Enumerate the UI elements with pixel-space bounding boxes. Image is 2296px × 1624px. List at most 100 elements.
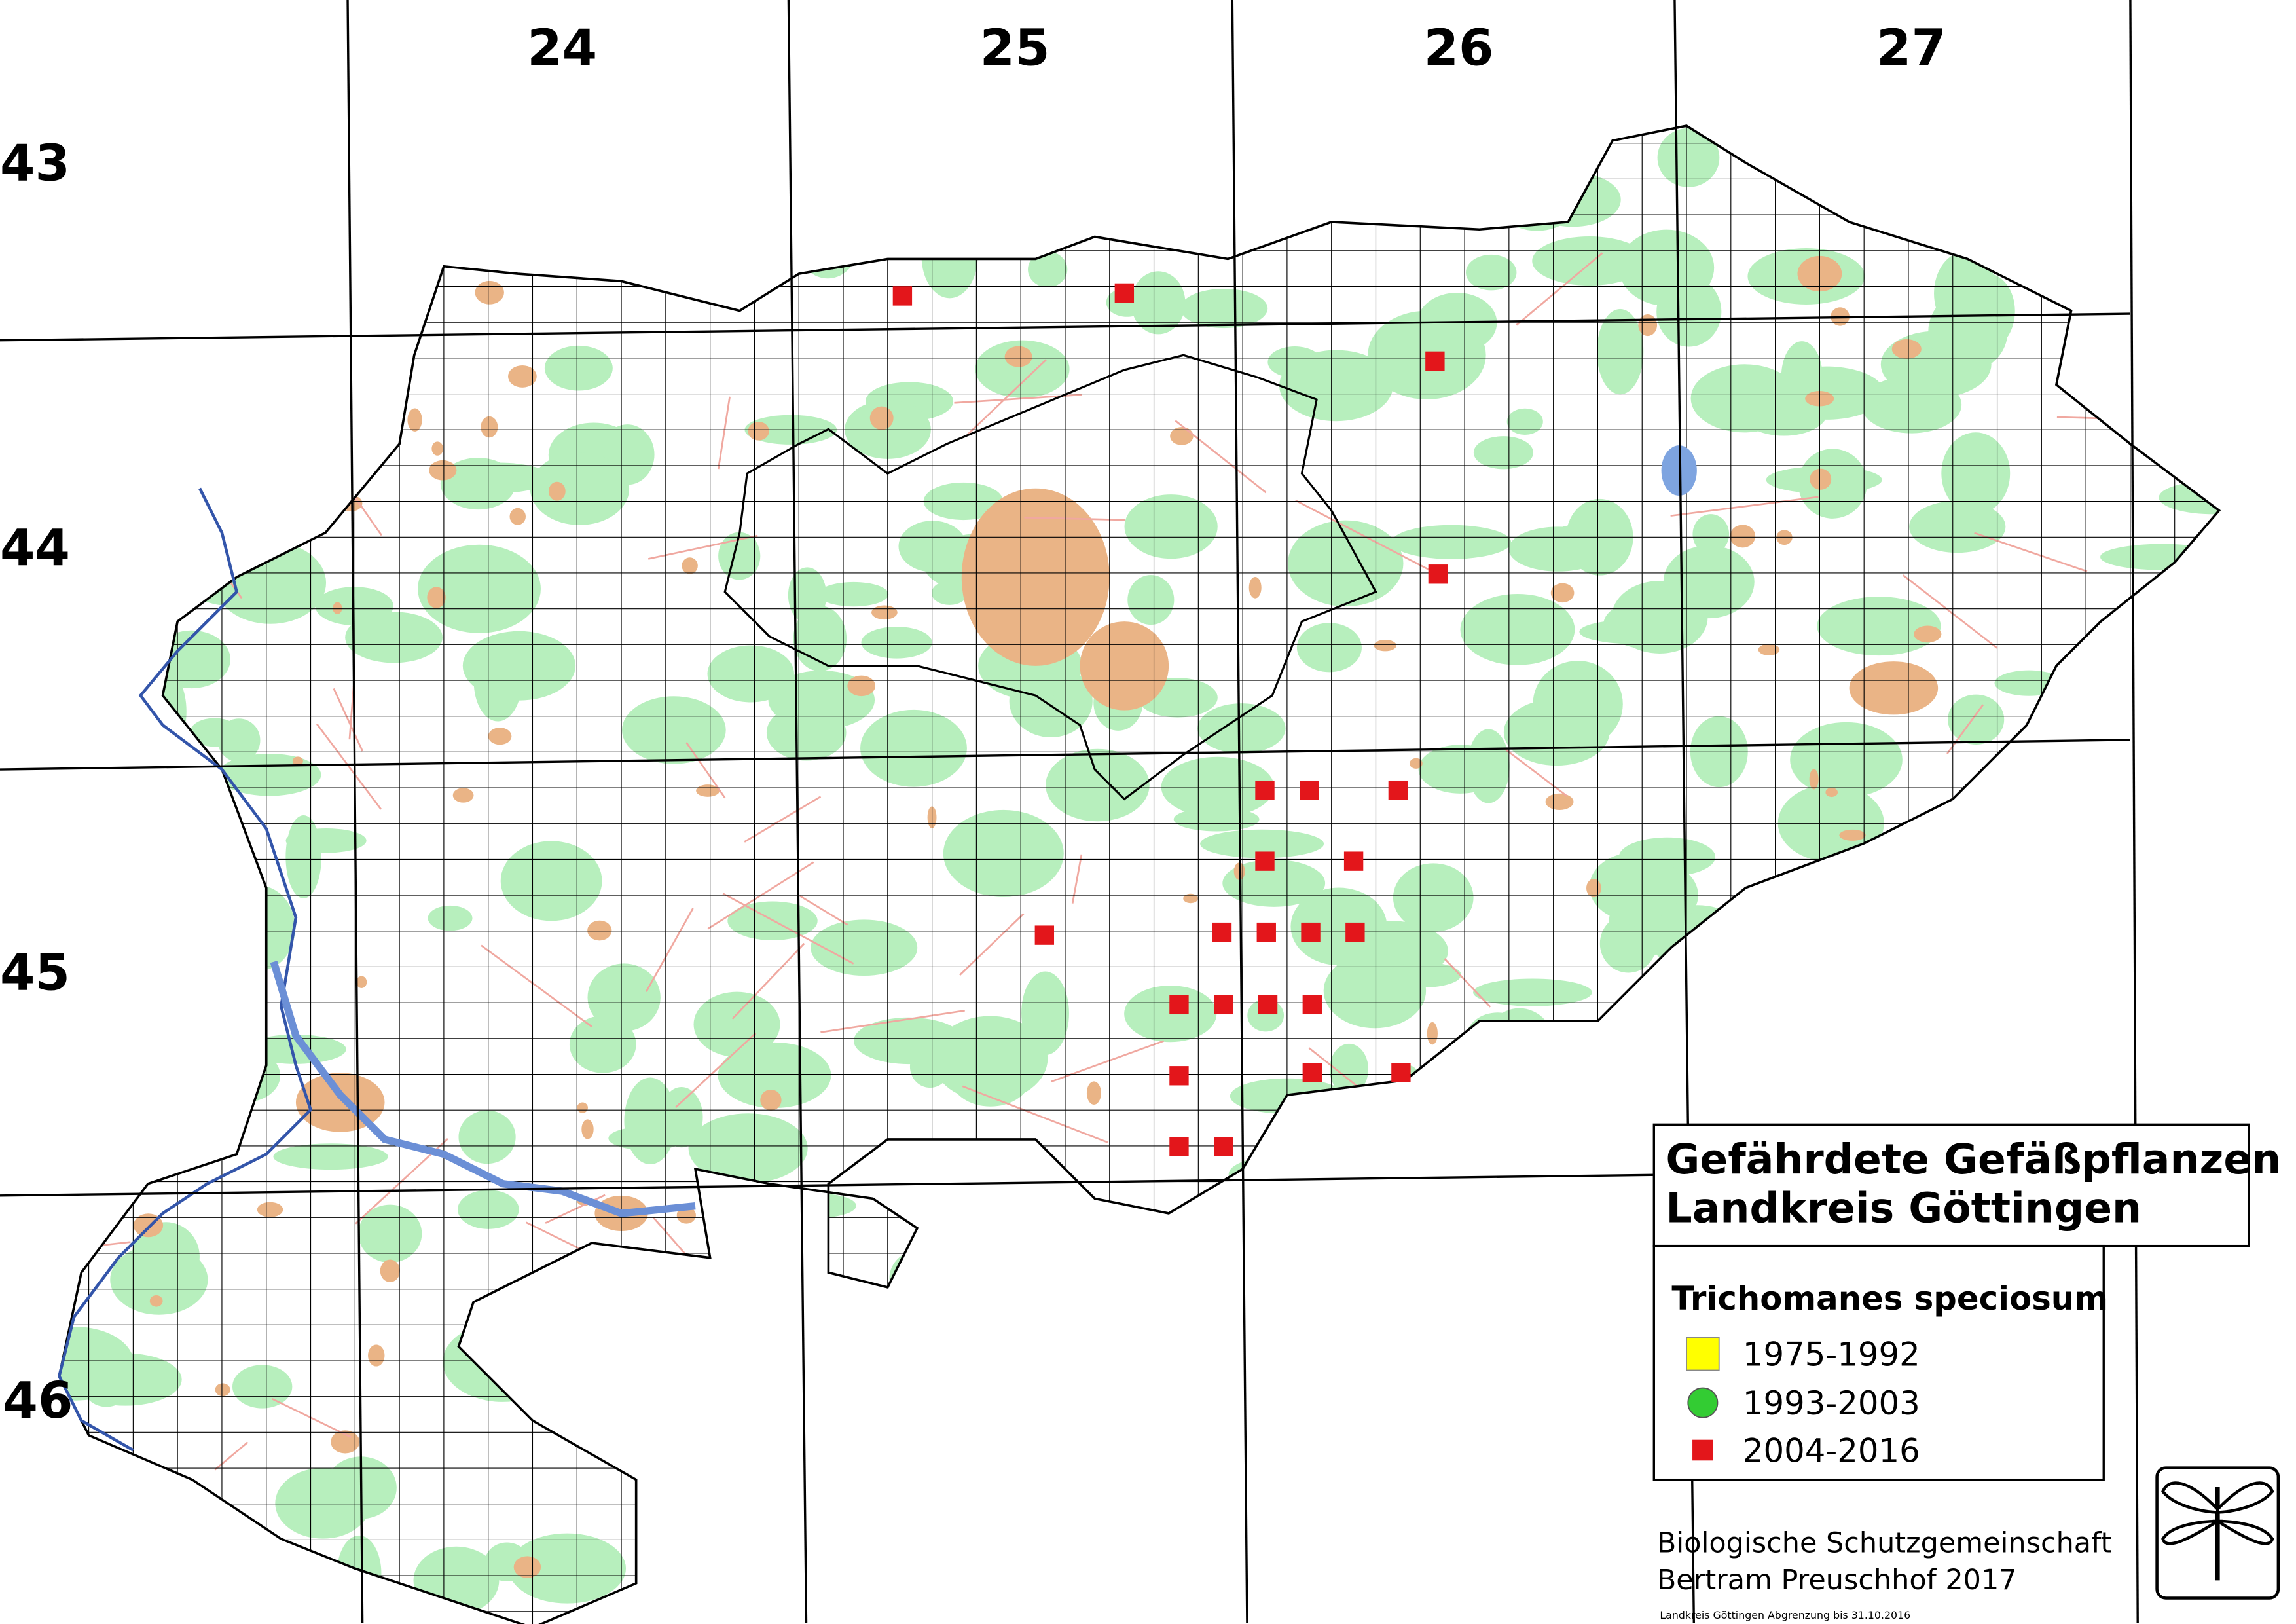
road xyxy=(272,1397,352,1438)
forest xyxy=(660,1087,703,1148)
title-box xyxy=(1652,1123,2250,1247)
forest xyxy=(1599,914,1657,973)
forest xyxy=(59,878,65,934)
legend-species: Trichomanes speciosum xyxy=(1671,1280,2108,1318)
forest xyxy=(1553,1263,1616,1304)
forest xyxy=(143,153,187,218)
settlement xyxy=(548,481,566,501)
forest xyxy=(943,809,1064,897)
forest xyxy=(59,304,83,330)
major-grid-line xyxy=(2129,0,2139,1623)
legend-label: 2004-2016 xyxy=(1743,1432,1920,1470)
record xyxy=(1388,780,1408,800)
settlement xyxy=(1410,758,1423,769)
settlement xyxy=(1435,1308,1461,1321)
town xyxy=(1849,661,1939,715)
forest xyxy=(544,345,613,391)
forest xyxy=(1195,1420,1307,1471)
forest xyxy=(1112,126,1158,210)
forest xyxy=(59,1206,81,1242)
forest xyxy=(898,521,967,572)
settlement xyxy=(2165,586,2187,610)
road xyxy=(731,942,805,1020)
forest xyxy=(1305,138,1421,202)
forest xyxy=(2165,383,2219,464)
forest xyxy=(2052,697,2151,737)
forest xyxy=(995,1342,1118,1408)
road xyxy=(0,350,14,383)
forest xyxy=(860,709,967,787)
record xyxy=(1343,851,1364,871)
road xyxy=(1051,1040,1164,1083)
forest xyxy=(2129,318,2211,382)
settlement xyxy=(2187,616,2200,633)
forest xyxy=(301,158,337,236)
forest xyxy=(458,1110,516,1164)
forest xyxy=(1928,291,2008,371)
road xyxy=(820,1009,965,1033)
city-border xyxy=(723,354,1377,801)
forest xyxy=(536,1390,644,1435)
forest xyxy=(1460,593,1575,665)
road xyxy=(1670,496,1819,517)
settlement xyxy=(1004,346,1032,367)
forest xyxy=(2104,1297,2199,1358)
record xyxy=(1214,1137,1233,1156)
record xyxy=(1212,922,1232,942)
settlement xyxy=(380,1259,400,1282)
forest xyxy=(439,133,517,194)
forest xyxy=(358,1204,422,1263)
settlement xyxy=(308,226,338,246)
record xyxy=(1034,925,1055,945)
forest xyxy=(1532,236,1647,286)
road xyxy=(1283,1521,1287,1601)
settlement xyxy=(481,416,498,438)
forest xyxy=(1817,597,1941,656)
forest xyxy=(1934,167,1994,225)
forest xyxy=(1263,1304,1355,1384)
settlement xyxy=(760,1089,782,1111)
road xyxy=(1063,183,1097,200)
forest xyxy=(1023,1575,1099,1624)
settlement xyxy=(109,964,131,976)
settlement xyxy=(2177,1382,2204,1405)
forest xyxy=(1279,350,1393,422)
forest xyxy=(1286,1541,1349,1567)
road xyxy=(959,913,1025,976)
forest xyxy=(1290,887,1387,966)
settlement xyxy=(1017,1271,1044,1288)
forest xyxy=(345,612,443,663)
forest xyxy=(344,174,422,223)
settlement xyxy=(1374,640,1396,652)
forest xyxy=(1454,1213,1564,1263)
forest xyxy=(1635,1050,1705,1126)
forest xyxy=(1353,1198,1468,1261)
forest xyxy=(72,1108,195,1145)
forest xyxy=(1418,745,1503,794)
lake xyxy=(1661,445,1697,496)
forest xyxy=(285,815,321,898)
road xyxy=(481,944,592,1027)
forest xyxy=(1124,494,1218,559)
settlement xyxy=(1730,525,1756,548)
forest xyxy=(718,1042,831,1109)
settlement xyxy=(1891,339,1922,359)
record xyxy=(1255,780,1275,800)
settlement xyxy=(59,1566,69,1587)
forest xyxy=(153,630,230,689)
forest xyxy=(931,581,968,605)
forest xyxy=(1896,163,2000,208)
settlement xyxy=(228,451,251,470)
settlement xyxy=(508,365,537,388)
row-label: 45 xyxy=(0,944,70,1003)
forest xyxy=(707,645,794,703)
forest xyxy=(1524,172,1621,227)
settlement xyxy=(682,557,698,574)
forest xyxy=(1892,907,1929,953)
forest xyxy=(1046,748,1150,822)
forest xyxy=(1959,936,2009,988)
record xyxy=(1214,995,1233,1015)
forest xyxy=(59,417,84,471)
forest xyxy=(587,963,661,1031)
settlement xyxy=(101,1012,116,1025)
